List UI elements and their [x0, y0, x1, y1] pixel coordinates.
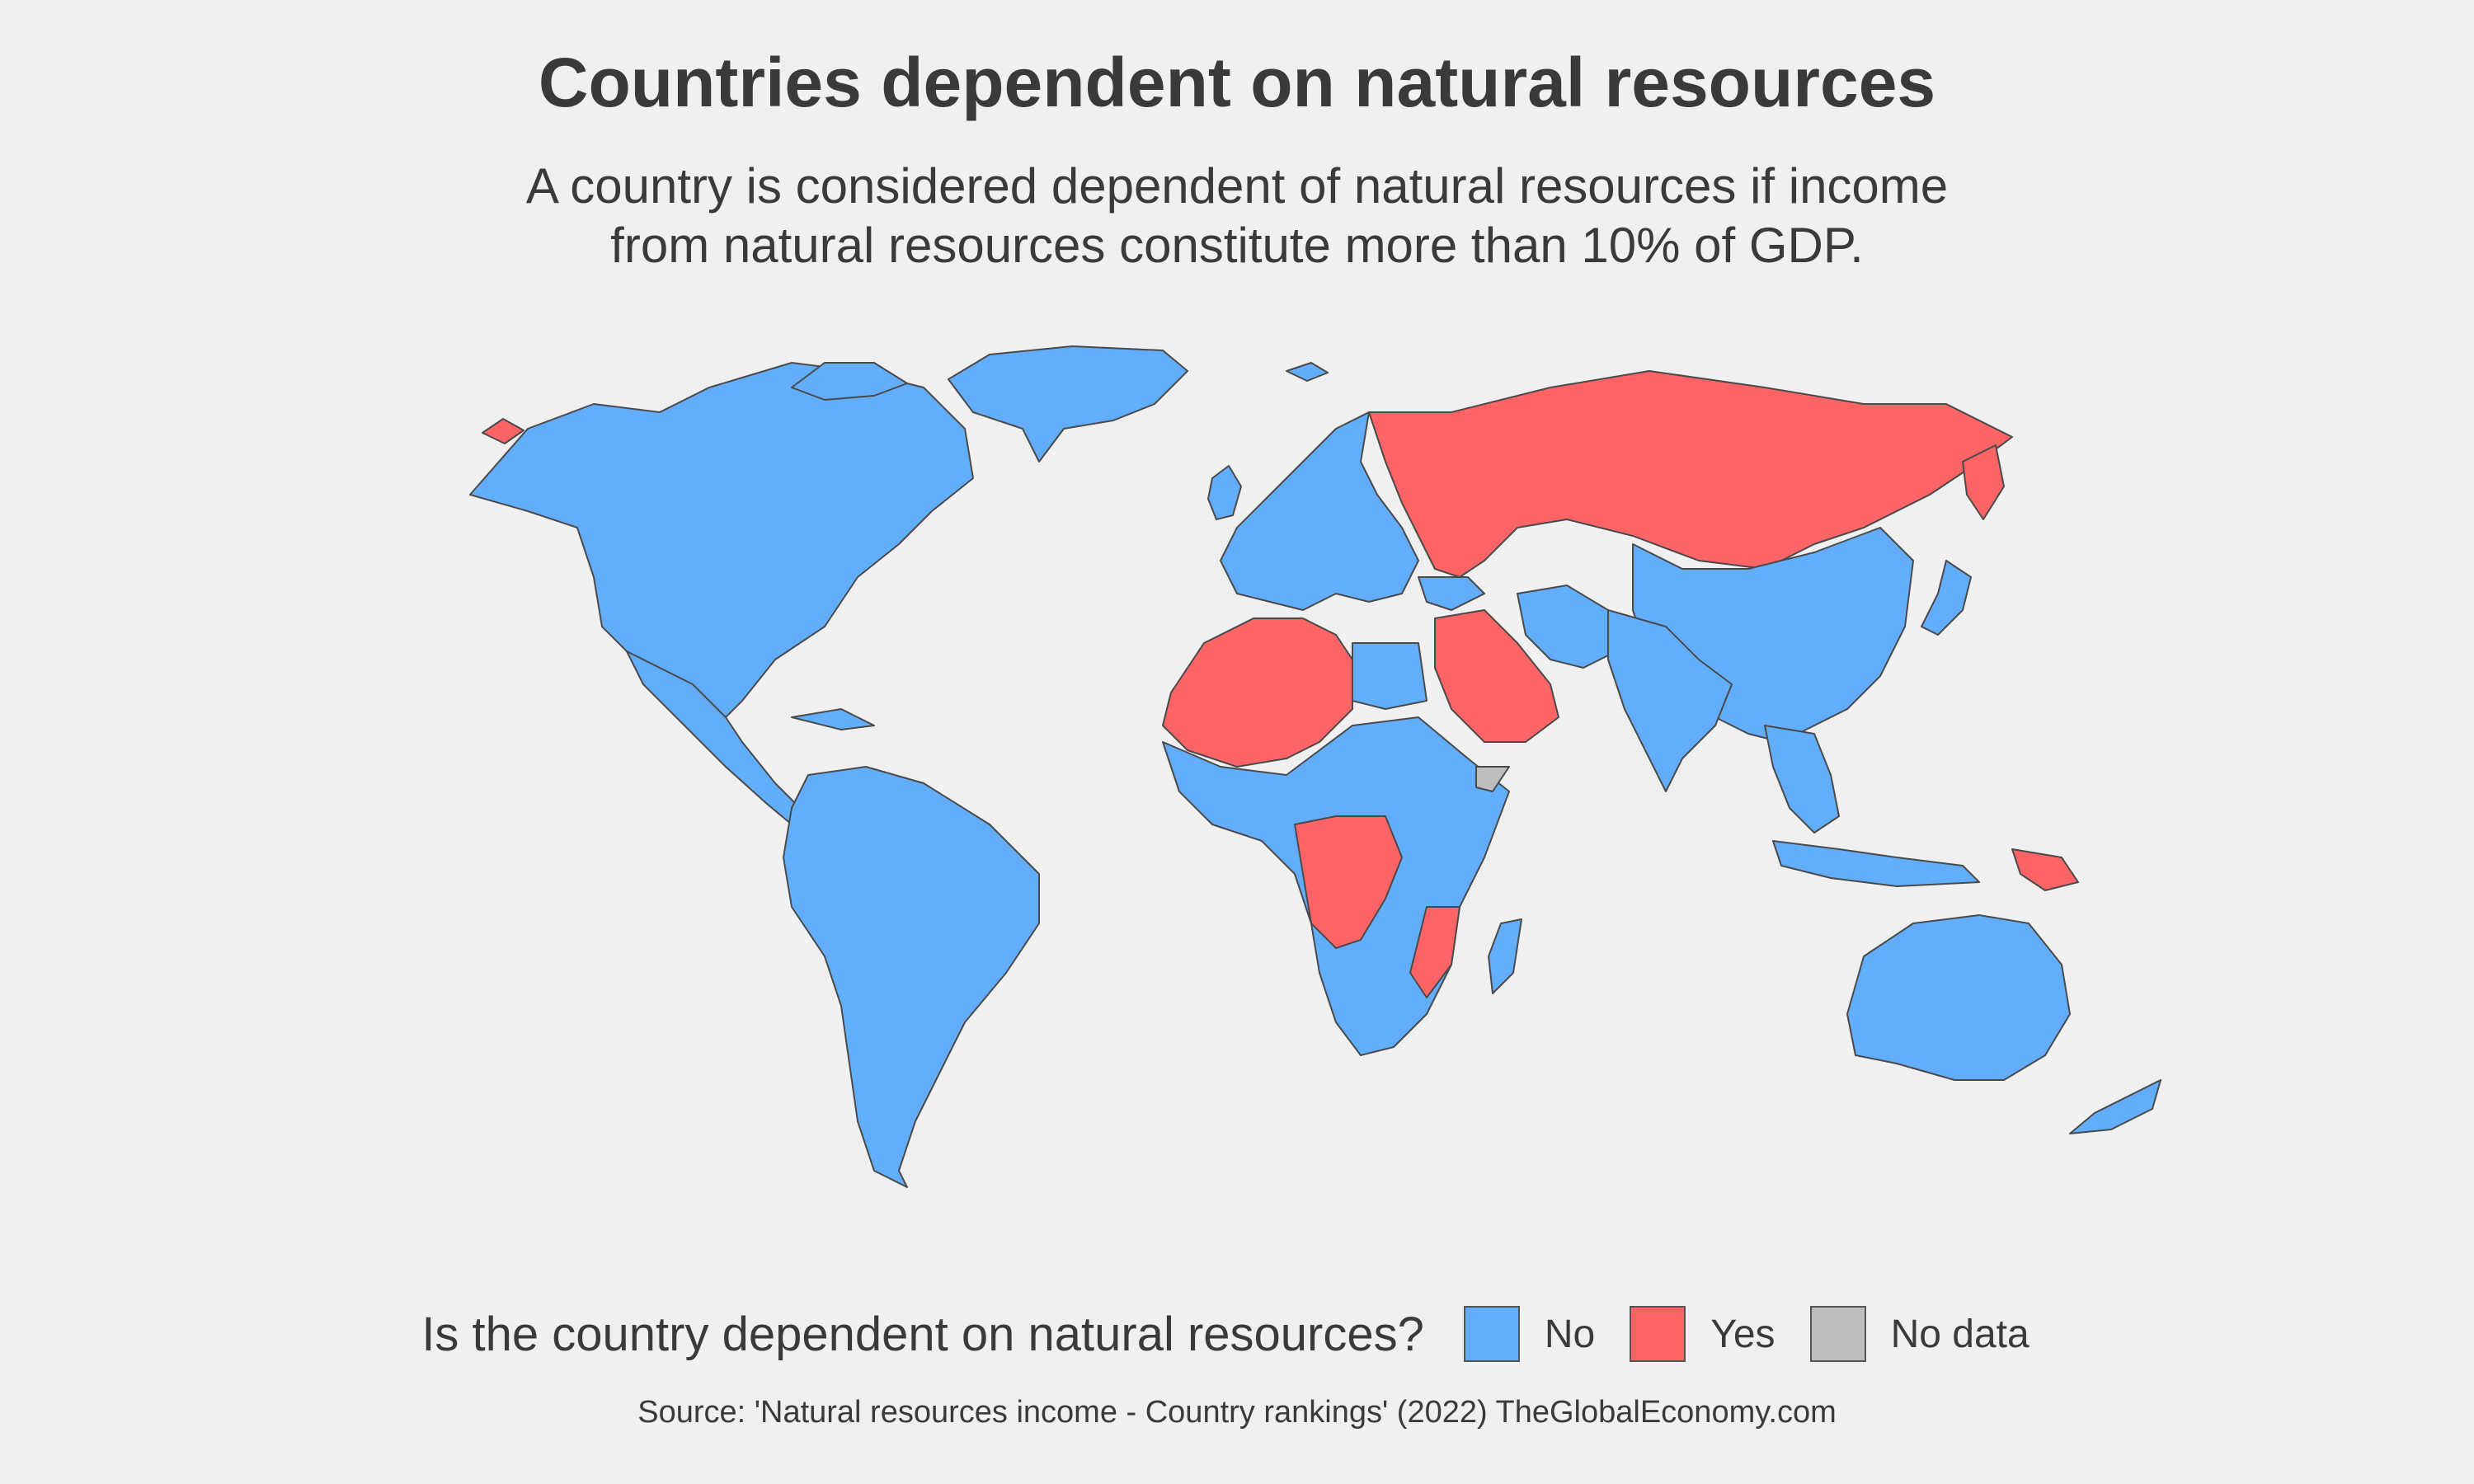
- region-greenland: [948, 345, 1188, 463]
- legend-item-no-data: No data: [1809, 1306, 2053, 1362]
- region-arctic-islands: [791, 362, 908, 401]
- subtitle-line-2: from natural resources constitute more t…: [610, 218, 1864, 273]
- region-papua-new-guinea: [2011, 848, 2079, 891]
- region-europe: [1220, 411, 1419, 611]
- legend-title: Is the country dependent on natural reso…: [421, 1307, 1424, 1361]
- region-new-zealand: [2069, 1079, 2161, 1134]
- region-indonesia: [1772, 840, 1980, 887]
- region-north-africa-dependent: [1162, 618, 1353, 768]
- region-middle-east-gulf: [1434, 609, 1559, 743]
- region-middle-east-west: [1418, 576, 1485, 611]
- legend: Is the country dependent on natural reso…: [0, 1293, 2474, 1375]
- region-iran: [1517, 585, 1617, 669]
- region-iceland: [1286, 362, 1329, 382]
- region-chukotka-east: [482, 418, 524, 444]
- legend-swatch-no-data: [1809, 1306, 1866, 1362]
- region-caribbean: [791, 708, 875, 730]
- legend-item-no: No: [1463, 1306, 1618, 1362]
- legend-item-yes: Yes: [1630, 1306, 1798, 1362]
- legend-label-no-data: No data: [1890, 1312, 2030, 1356]
- legend-label-yes: Yes: [1710, 1312, 1776, 1356]
- region-united-kingdom: [1207, 465, 1242, 520]
- region-central-africa-dependent: [1294, 815, 1403, 949]
- map-subtitle: A country is considered dependent of nat…: [0, 157, 2474, 275]
- legend-label-no: No: [1544, 1312, 1596, 1356]
- region-japan: [1921, 560, 1972, 636]
- region-australia: [1846, 914, 2071, 1081]
- legend-swatch-yes: [1630, 1306, 1686, 1362]
- region-north-america: [469, 362, 974, 726]
- legend-swatch-no: [1463, 1306, 1520, 1362]
- region-russia-central-asia: [1368, 370, 2013, 578]
- source-caption: Source: 'Natural resources income - Coun…: [637, 1395, 1837, 1430]
- region-mozambique: [1409, 906, 1460, 998]
- subtitle-line-1: A country is considered dependent of nat…: [525, 158, 1949, 214]
- map-title: Countries dependent on natural resources: [538, 44, 1936, 121]
- region-egypt: [1352, 642, 1427, 710]
- region-south-america: [783, 766, 1040, 1188]
- region-south-asia: [1607, 609, 1733, 792]
- region-southeast-asia: [1764, 725, 1840, 834]
- region-kamchatka: [1962, 444, 2005, 520]
- region-madagascar: [1488, 918, 1522, 994]
- region-somalia: [1475, 766, 1510, 792]
